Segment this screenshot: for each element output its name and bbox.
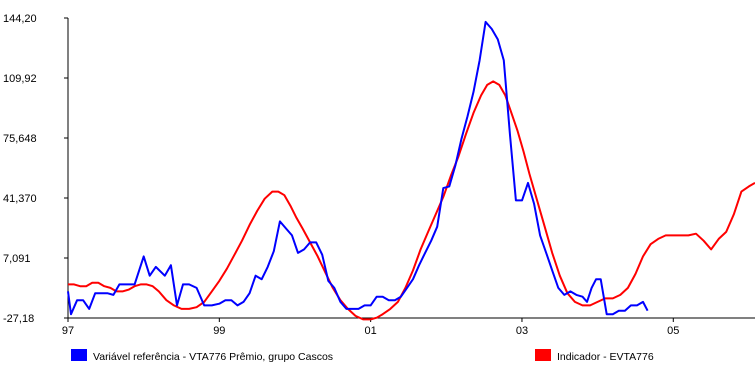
legend: Variável referência - VTA776 Prêmio, gru… bbox=[71, 349, 654, 363]
x-tick-label: 01 bbox=[365, 325, 377, 337]
legend-label-indicator: Indicador - EVTA776 bbox=[557, 351, 654, 363]
x-tick-label: 99 bbox=[213, 325, 225, 337]
y-tick-label: 109,92 bbox=[3, 73, 37, 85]
x-tick-label: 97 bbox=[62, 325, 74, 337]
x-tick-label: 05 bbox=[667, 325, 679, 337]
y-ticks: 144,20 109,92 75,648 41,370 7,091 -27,18 bbox=[3, 13, 68, 325]
x-ticks: 97 99 01 03 05 bbox=[62, 318, 679, 337]
series-line-reference bbox=[67, 20, 649, 316]
y-tick-label: -27,18 bbox=[3, 313, 34, 325]
legend-swatch-reference bbox=[71, 349, 87, 361]
axes bbox=[67, 18, 755, 319]
y-tick-label: 144,20 bbox=[3, 13, 37, 25]
y-tick-label: 75,648 bbox=[3, 133, 37, 145]
y-tick-label: 7,091 bbox=[3, 253, 31, 265]
series-line-indicator bbox=[68, 80, 755, 321]
x-tick-label: 03 bbox=[516, 325, 528, 337]
series bbox=[67, 20, 755, 321]
legend-swatch-indicator bbox=[535, 349, 551, 361]
y-tick-label: 41,370 bbox=[3, 193, 37, 205]
legend-label-reference: Variável referência - VTA776 Prêmio, gru… bbox=[93, 351, 333, 363]
